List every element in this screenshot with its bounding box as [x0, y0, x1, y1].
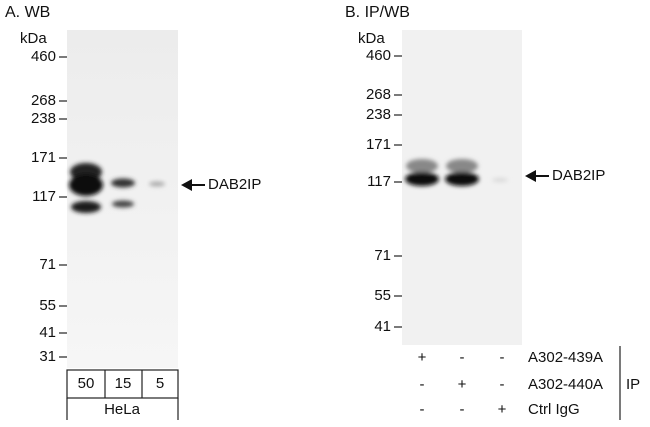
target-label: DAB2IP	[208, 176, 261, 193]
target-label: DAB2IP	[552, 167, 605, 184]
marker-label: 117	[32, 188, 56, 205]
ip-row-label: A302-440A	[528, 376, 603, 393]
marker-label: 268	[366, 86, 391, 103]
lane-label: 50	[78, 375, 95, 392]
marker-label: 171	[31, 149, 56, 166]
ip-symbol: -	[460, 349, 465, 366]
marker-label: 171	[366, 136, 391, 153]
marker-label: 71	[374, 247, 391, 264]
ip-symbol: +	[418, 349, 427, 366]
blot-a	[67, 30, 178, 368]
marker-label: 238	[31, 110, 56, 127]
marker-label: 460	[366, 47, 391, 64]
marker-label: 31	[39, 348, 56, 365]
ip-symbol: -	[420, 376, 425, 393]
marker-label: 460	[31, 48, 56, 65]
sample-bracket	[66, 398, 179, 420]
marker-label: 71	[39, 256, 56, 273]
marker-label: 117	[367, 173, 391, 190]
cell-line-label: HeLa	[104, 401, 141, 418]
target-arrow-head	[181, 179, 192, 191]
ip-symbol: -	[460, 401, 465, 418]
ip-symbol: +	[458, 376, 467, 393]
ip-symbol: -	[500, 376, 505, 393]
marker-label: 55	[39, 297, 56, 314]
blot-b	[402, 30, 522, 345]
ip-symbol: -	[500, 349, 505, 366]
unit-label: kDa	[358, 30, 385, 47]
marker-label: 268	[31, 92, 56, 109]
ip-row-label: Ctrl IgG	[528, 401, 580, 418]
unit-label: kDa	[20, 30, 47, 47]
panel-title: B. IP/WB	[345, 4, 410, 21]
ip-symbol: +	[498, 401, 507, 418]
marker-label: 238	[366, 106, 391, 123]
ip-row-label: A302-439A	[528, 349, 603, 366]
panel-title: A. WB	[5, 4, 50, 21]
lane-label: 15	[115, 375, 132, 392]
lane-box	[66, 369, 179, 399]
marker-label: 41	[39, 324, 56, 341]
ip-label: IP	[626, 376, 640, 393]
lane-label: 5	[156, 375, 164, 392]
marker-label: 55	[374, 287, 391, 304]
target-arrow-head	[525, 170, 536, 182]
marker-label: 41	[374, 318, 391, 335]
ip-symbol: -	[420, 401, 425, 418]
